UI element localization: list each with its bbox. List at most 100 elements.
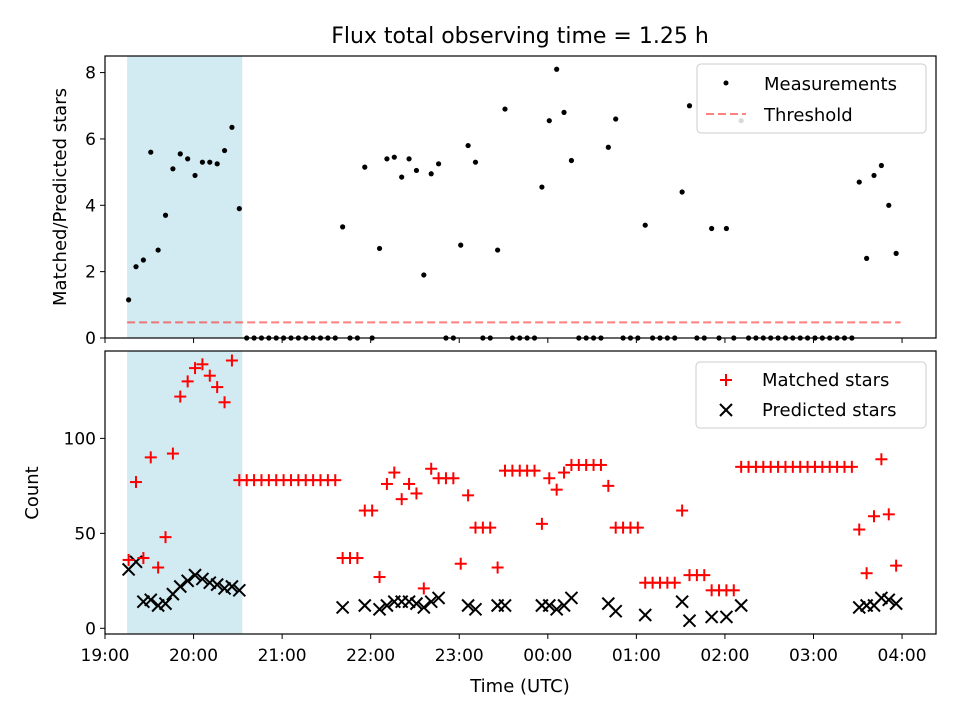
measurement-point [413,167,420,174]
predicted-star-marker [564,591,579,605]
measurement-point [162,212,169,218]
matched-star-marker [159,531,172,544]
matched-star-marker [491,561,504,574]
predicted-star-marker [882,593,896,607]
matched-star-marker [225,354,238,367]
predicted-star-marker [542,598,556,613]
measurement-point [878,162,884,169]
matched-star-marker [558,466,571,479]
legend-predicted-label: Predicted stars [762,400,896,421]
y-tick-label: 6 [85,130,96,150]
measurement-point [177,151,183,157]
matched-star-marker [594,458,607,471]
measurement-point [502,106,508,112]
predicted-star-marker [608,604,623,618]
x-tick-label: 22:00 [346,646,395,666]
predicted-star-marker [358,598,372,613]
measurement-point [465,142,471,149]
measurement-point [886,202,892,208]
y-tick-label: 4 [85,196,96,216]
matched-star-marker [535,517,548,530]
measurement-point [605,144,611,150]
predicted-star-marker [638,608,652,622]
matched-star-marker [410,487,423,500]
x-tick-label: 02:00 [700,646,749,666]
measurement-point [185,156,191,162]
y-tick-label: 0 [85,329,96,349]
measurement-point [229,124,235,130]
measurement-point [495,247,501,253]
measurement-point [613,116,619,122]
measurement-point [384,156,390,162]
measurement-point [679,189,685,195]
predicted-star-marker [195,572,210,586]
x-tick-label: 03:00 [789,646,838,666]
y-tick-label: 50 [74,524,96,544]
measurement-point [856,179,862,185]
matched-star-marker [174,390,187,403]
measurement-point [406,156,412,162]
bottom-ylabel: Count [22,466,43,519]
measurement-point [864,255,870,261]
matched-star-marker [484,521,497,534]
measurement-point [561,109,567,115]
legend-measurements-marker [723,80,729,86]
measurement-point [199,159,206,165]
predicted-star-marker [889,596,903,611]
predicted-star-marker [372,602,387,617]
predicted-star-marker [173,579,187,594]
matched-star-marker [668,576,681,589]
y-tick-label: 8 [85,64,96,84]
measurement-point [893,250,899,256]
matched-star-marker [890,559,903,572]
matched-star-marker [144,451,157,464]
measurement-point [642,222,648,228]
predicted-star-marker [675,595,689,609]
matched-star-marker [447,472,460,485]
top-legend: Measurements Threshold [696,63,927,134]
matched-star-marker [129,476,142,489]
matched-star-marker [395,493,408,506]
measurement-point [458,242,464,248]
x-tick-label: 21:00 [258,646,307,666]
matched-star-marker [454,557,467,570]
figure-title: Flux total observing time = 1.25 h [331,24,709,49]
measurement-point [399,174,405,180]
matched-star-marker [550,483,563,496]
matched-star-marker [543,472,556,485]
x-tick-label: 19:00 [81,646,130,666]
predicted-star-marker [682,613,697,628]
legend-matched-label: Matched stars [762,370,889,391]
matched-star-marker [425,462,438,475]
measurement-point [871,172,877,179]
measurement-point [236,206,242,212]
matched-star-marker [218,396,231,409]
top-legend-box [696,63,927,134]
matched-star-marker [845,460,858,473]
predicted-star-marker [719,610,734,624]
predicted-star-marker [210,577,224,592]
measurement-point [686,103,693,109]
x-tick-label: 04:00 [878,646,927,666]
matched-star-marker [211,381,224,394]
matched-star-marker [727,584,740,597]
bottom-legend: Matched stars Predicted stars [695,361,927,429]
measurement-point [472,159,479,165]
bottom-panel: 0 50 100 19:00 20:00 21:00 22:00 23:00 00:00 01:… [22,350,937,697]
predicted-star-marker [188,568,202,582]
matched-star-marker [137,552,150,565]
measurement-point [723,225,730,232]
measurement-point [421,272,427,278]
measurement-point [568,157,575,164]
x-tick-label: 23:00 [435,646,484,666]
measurement-point [126,297,132,303]
matched-star-marker [122,553,135,566]
matched-star-marker [189,362,202,375]
bottom-legend-box [695,361,927,429]
predicted-star-marker [180,574,195,588]
matched-star-marker [181,375,194,388]
matched-star-marker [631,521,644,534]
predicted-star-marker [335,600,350,615]
matched-star-marker [388,466,401,479]
measurement-point [391,154,397,160]
